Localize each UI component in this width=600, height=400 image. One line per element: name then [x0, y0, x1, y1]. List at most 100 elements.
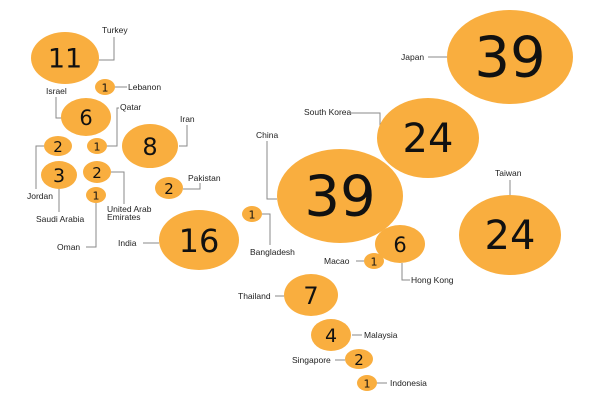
bubble-thailand	[284, 274, 338, 316]
bubble-group-qatar: 1 Qatar	[87, 102, 141, 154]
bubble-group-macao: 1 Macao	[324, 253, 384, 269]
bubble-malaysia	[311, 319, 351, 351]
country-label: China	[256, 130, 278, 140]
country-label: Pakistan	[188, 173, 221, 183]
bubble-united-arab-emirates	[83, 161, 111, 183]
country-label: Japan	[401, 52, 424, 62]
bubble-lebanon	[95, 79, 115, 95]
bubble-group-turkey: 11 Turkey	[31, 25, 128, 84]
bubble-qatar	[87, 138, 107, 154]
bubble-bangladesh	[242, 206, 262, 222]
country-label: Saudi Arabia	[36, 214, 84, 224]
leader-line	[266, 141, 277, 200]
country-label: Singapore	[292, 355, 331, 365]
bubble-group-lebanon: 1 Lebanon	[95, 79, 161, 95]
bubble-value: 4	[325, 325, 337, 347]
leader-line	[401, 263, 410, 281]
country-label: Bangladesh	[250, 247, 295, 257]
bubble-value: 1	[249, 209, 256, 222]
bubble-value: 8	[142, 133, 157, 161]
country-label: United Arab Emirates	[107, 204, 152, 222]
bubble-value: 6	[393, 233, 406, 257]
leader-line	[111, 171, 125, 204]
bubble-indonesia	[357, 375, 377, 391]
bubble-value: 16	[179, 222, 220, 260]
bubble-value: 1	[364, 378, 371, 391]
bubble-saudi-arabia	[41, 161, 77, 189]
bubble-group-malaysia: 4 Malaysia	[311, 319, 398, 351]
country-label: South Korea	[304, 107, 352, 117]
bubble-value: 2	[53, 138, 63, 156]
bubble-jordan	[44, 136, 72, 156]
bubble-value: 3	[53, 165, 65, 187]
leader-line	[262, 213, 271, 245]
country-label: Indonesia	[390, 378, 427, 388]
country-label: Thailand	[238, 291, 271, 301]
bubble-turkey	[31, 32, 99, 84]
bubble-group-japan: 39 Japan	[401, 10, 573, 104]
bubble-value: 1	[371, 256, 378, 269]
country-label: India	[118, 238, 137, 248]
bubble-group-pakistan: 2 Pakistan	[155, 173, 221, 199]
leader-line	[35, 145, 44, 189]
bubble-pakistan	[155, 177, 183, 199]
country-label: Hong Kong	[411, 275, 454, 285]
bubble-group-israel: 6 Israel	[46, 86, 111, 136]
bubble-hong-kong	[375, 225, 425, 263]
country-label: Malaysia	[364, 330, 398, 340]
leader-line	[179, 125, 188, 147]
country-label: Oman	[57, 242, 80, 252]
bubble-group-singapore: 2 Singapore	[292, 349, 373, 369]
bubble-group-saudi-arabia: 3 Saudi Arabia	[36, 161, 84, 224]
country-label: Taiwan	[495, 168, 522, 178]
bubble-value: 7	[303, 282, 318, 310]
bubble-macao	[364, 253, 384, 269]
country-label: Jordan	[27, 191, 53, 201]
bubble-value: 1	[94, 141, 101, 154]
bubble-group-hong-kong: 6 Hong Kong	[375, 225, 454, 285]
bubble-value: 1	[93, 190, 100, 203]
bubble-oman	[86, 187, 106, 203]
bubble-group-taiwan: 24 Taiwan	[459, 168, 561, 275]
bubble-israel	[61, 98, 111, 136]
bubble-value: 39	[474, 26, 545, 91]
country-label: Turkey	[102, 25, 128, 35]
bubble-value: 39	[304, 165, 375, 230]
country-label: Iran	[180, 114, 195, 124]
bubble-value: 24	[485, 213, 536, 259]
leader-line	[351, 112, 381, 130]
bubble-value: 24	[403, 116, 454, 162]
bubble-value: 6	[79, 106, 92, 130]
bubble-group-indonesia: 1 Indonesia	[357, 375, 427, 391]
bubble-taiwan	[459, 195, 561, 275]
bubble-iran	[122, 124, 178, 168]
bubble-group-thailand: 7 Thailand	[238, 274, 338, 316]
bubble-value: 2	[164, 180, 174, 198]
bubble-south-korea	[377, 98, 479, 178]
country-label: Qatar	[120, 102, 141, 112]
bubble-group-united-arab-emirates: 2 United Arab Emirates	[83, 161, 152, 222]
country-label: Lebanon	[128, 82, 161, 92]
leader-line	[86, 203, 97, 248]
country-label: Israel	[46, 86, 67, 96]
leader-line	[55, 97, 62, 119]
bubble-group-bangladesh: 1 Bangladesh	[242, 206, 295, 257]
leader-line	[107, 107, 119, 147]
leader-line	[99, 37, 115, 61]
bubble-china	[277, 149, 403, 243]
bubble-japan	[447, 10, 573, 104]
bubble-value: 2	[92, 164, 102, 182]
bubble-group-china: 39 China	[256, 130, 403, 243]
bubble-group-jordan: 2 Jordan	[27, 136, 72, 201]
bubble-india	[159, 210, 239, 270]
leader-line	[183, 183, 201, 190]
bubble-group-india: 16 India	[118, 210, 239, 270]
bubble-value: 1	[102, 82, 109, 95]
country-label: Macao	[324, 256, 350, 266]
bubble-singapore	[345, 349, 373, 369]
bubble-value: 11	[48, 44, 82, 75]
bubble-value: 2	[354, 351, 364, 369]
bubble-group-iran: 8 Iran	[122, 114, 195, 168]
bubble-group-south-korea: 24 South Korea	[304, 98, 479, 178]
